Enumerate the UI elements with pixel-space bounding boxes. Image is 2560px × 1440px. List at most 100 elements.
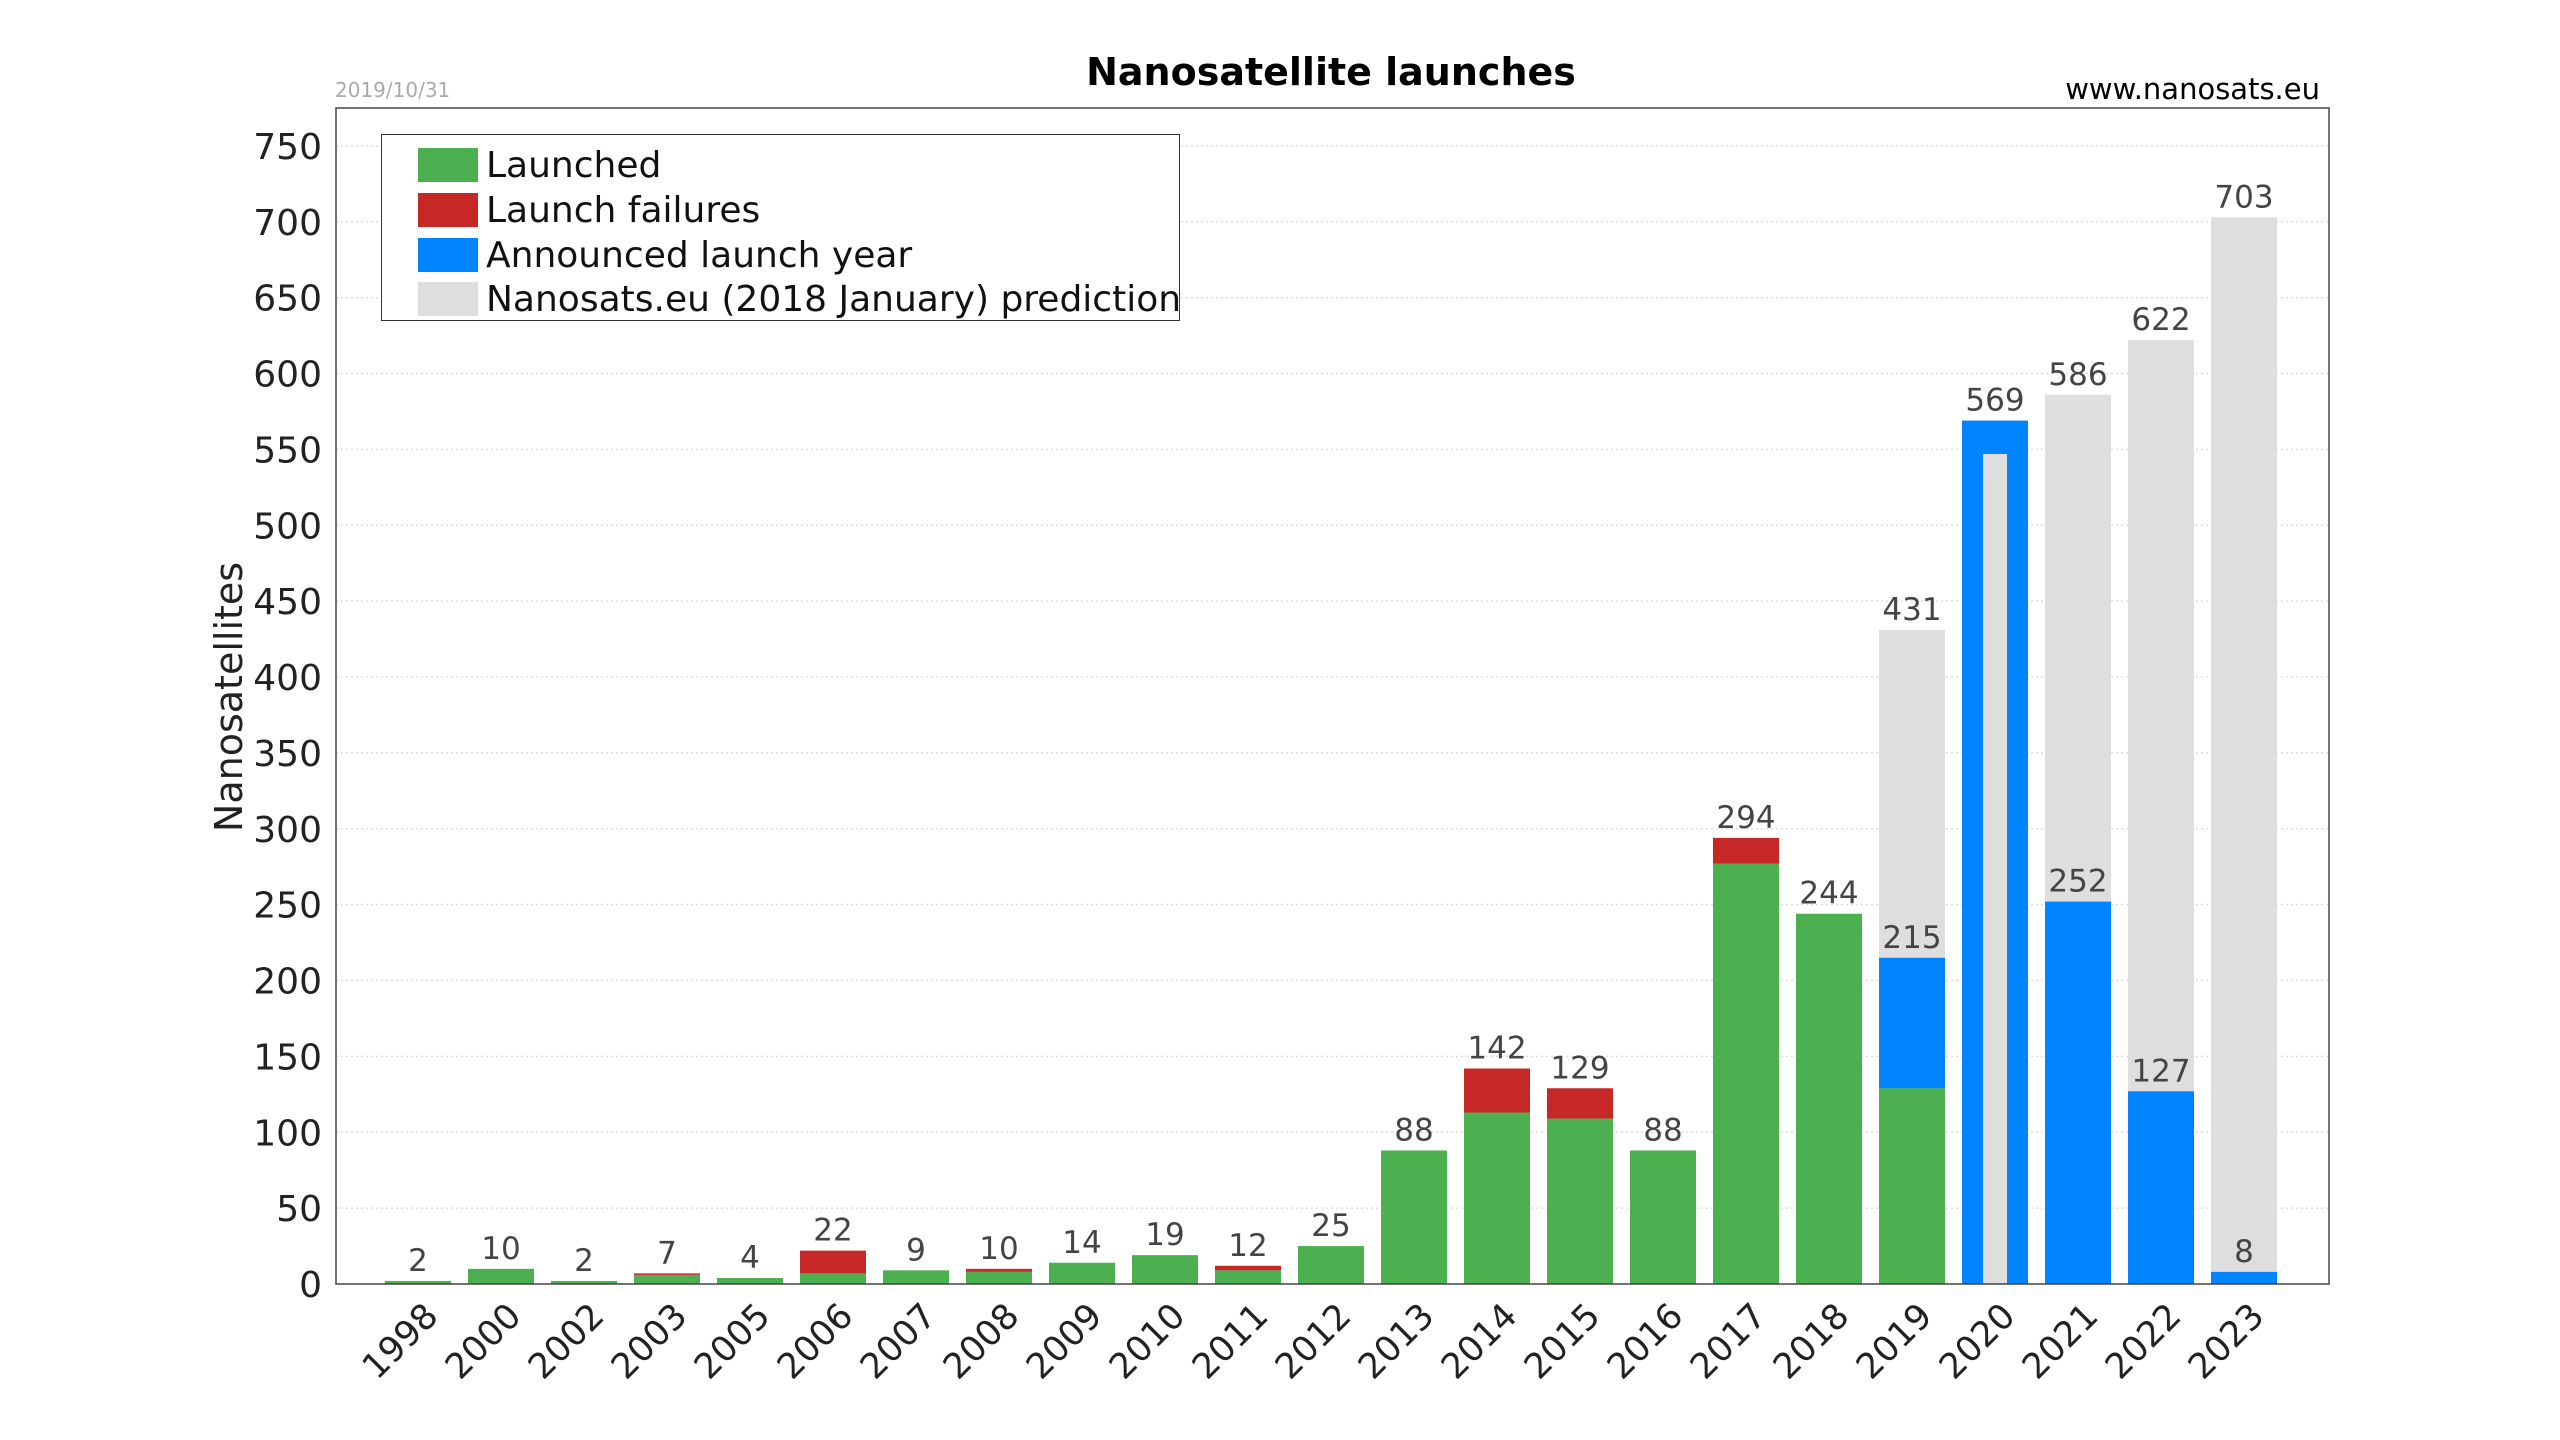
- bar-launched: [1049, 1262, 1115, 1284]
- y-tick-label: 750: [253, 127, 322, 168]
- x-tick-label: 2021: [2015, 1296, 2106, 1387]
- bar-announced: [1879, 957, 1945, 1089]
- y-tick-label: 250: [253, 886, 322, 927]
- bar-failures: [1464, 1068, 1530, 1113]
- plot-frame: [335, 107, 2330, 1285]
- y-tick-label: 50: [276, 1189, 322, 1230]
- legend-swatch: [418, 238, 478, 272]
- legend-label: Announced launch year: [486, 234, 913, 276]
- bar-launched: [551, 1280, 617, 1284]
- bar-launched: [800, 1273, 866, 1284]
- x-tick-label: 2014: [1434, 1296, 1525, 1387]
- bar-launched: [1298, 1246, 1364, 1284]
- legend-swatch: [418, 282, 478, 316]
- x-tick-label: 2005: [687, 1296, 778, 1387]
- y-tick-label: 700: [253, 203, 322, 244]
- legend-item-announced: Announced launch year: [418, 234, 913, 276]
- legend-swatch: [418, 148, 478, 182]
- data-label: 19: [1145, 1217, 1184, 1253]
- data-label: 586: [2048, 357, 2107, 393]
- data-label: 127: [2131, 1053, 2190, 1089]
- data-label: 703: [2214, 179, 2273, 215]
- x-tick-label: 2020: [1932, 1296, 2023, 1387]
- bar-failures: [1713, 837, 1779, 864]
- bar-launched: [1879, 1088, 1945, 1284]
- x-tick-label: 2017: [1683, 1296, 1774, 1387]
- y-tick-label: 500: [253, 506, 322, 547]
- data-label: 88: [1394, 1112, 1433, 1148]
- data-label: 7: [657, 1235, 677, 1271]
- data-label: 10: [481, 1231, 520, 1267]
- bar-failures: [1547, 1088, 1613, 1119]
- legend-item-prediction: Nanosats.eu (2018 January) prediction: [418, 279, 1181, 320]
- chart-title: Nanosatellite launches: [1086, 50, 1576, 94]
- y-tick-label: 300: [253, 810, 322, 851]
- y-tick-label: 400: [253, 658, 322, 699]
- x-tick-label: 2008: [936, 1296, 1027, 1387]
- x-tick-label: 2010: [1102, 1296, 1193, 1387]
- x-tick-label: 2013: [1351, 1296, 1442, 1387]
- x-tick-label: 2022: [2098, 1296, 2189, 1387]
- bar-launched: [1381, 1150, 1447, 1284]
- data-label: 12: [1228, 1228, 1267, 1264]
- x-tick-label: 1998: [355, 1296, 446, 1387]
- x-tick-label: 2019: [1849, 1296, 1940, 1387]
- data-label: 25: [1311, 1208, 1350, 1244]
- x-tick-label: 2023: [2181, 1296, 2272, 1387]
- data-label: 22: [813, 1213, 852, 1249]
- data-label: 294: [1716, 800, 1775, 836]
- bar-prediction: [2211, 217, 2277, 1285]
- bar-failures: [800, 1250, 866, 1274]
- data-label: 252: [2048, 864, 2107, 900]
- data-label: 14: [1062, 1225, 1101, 1261]
- data-label: 215: [1882, 920, 1941, 956]
- bar-launched: [634, 1274, 700, 1284]
- bar-launched: [717, 1277, 783, 1284]
- data-label: 244: [1799, 876, 1858, 912]
- y-axis-label: Nanosatellites: [207, 562, 251, 832]
- x-tick-label: 2016: [1600, 1296, 1691, 1387]
- y-tick-label: 450: [253, 582, 322, 623]
- date-stamp: 2019/10/31: [335, 78, 451, 102]
- bar-launched: [468, 1268, 534, 1284]
- legend-item-failures: Launch failures: [418, 189, 761, 231]
- data-label: 622: [2131, 302, 2190, 338]
- y-tick-label: 600: [253, 355, 322, 396]
- data-label: 9: [906, 1232, 926, 1268]
- data-label: 4: [740, 1240, 760, 1276]
- y-tick-label: 550: [253, 430, 322, 471]
- bar-launched: [966, 1271, 1032, 1284]
- bar-launched: [1547, 1118, 1613, 1284]
- legend-item-launched: Launched: [418, 144, 662, 186]
- legend-label: Launch failures: [486, 189, 761, 231]
- y-tick-label: 650: [253, 279, 322, 320]
- data-label: 569: [1965, 383, 2024, 419]
- source-link: www.nanosats.eu: [2065, 72, 2320, 106]
- legend-swatch: [418, 193, 478, 227]
- y-tick-label: 150: [253, 1037, 322, 1078]
- legend-label: Launched: [486, 144, 662, 186]
- bar-launched: [385, 1280, 451, 1284]
- legend: Launched Launch failures Announced launc…: [381, 134, 1181, 321]
- bar-failures: [966, 1268, 1032, 1272]
- x-tick-label: 2011: [1185, 1296, 1276, 1387]
- data-label: 2: [408, 1243, 428, 1279]
- data-label: 431: [1882, 592, 1941, 628]
- y-tick-label: 200: [253, 962, 322, 1003]
- bar-launched: [1630, 1150, 1696, 1284]
- x-tick-label: 2018: [1766, 1296, 1857, 1387]
- x-tick-label: 2000: [438, 1296, 529, 1387]
- x-tick-label: 2006: [770, 1296, 861, 1387]
- y-tick-label: 0: [299, 1265, 322, 1306]
- bar-launched: [1796, 913, 1862, 1284]
- x-tick-label: 2015: [1517, 1296, 1608, 1387]
- bar-announced: [2211, 1271, 2277, 1284]
- bar-failures: [1215, 1265, 1281, 1271]
- data-label: 88: [1643, 1112, 1682, 1148]
- x-tick-label: 2009: [1019, 1296, 1110, 1387]
- bar-launched: [1464, 1112, 1530, 1284]
- data-label: 129: [1550, 1050, 1609, 1086]
- x-tick-label: 2012: [1268, 1296, 1359, 1387]
- bar-announced: [2128, 1091, 2194, 1284]
